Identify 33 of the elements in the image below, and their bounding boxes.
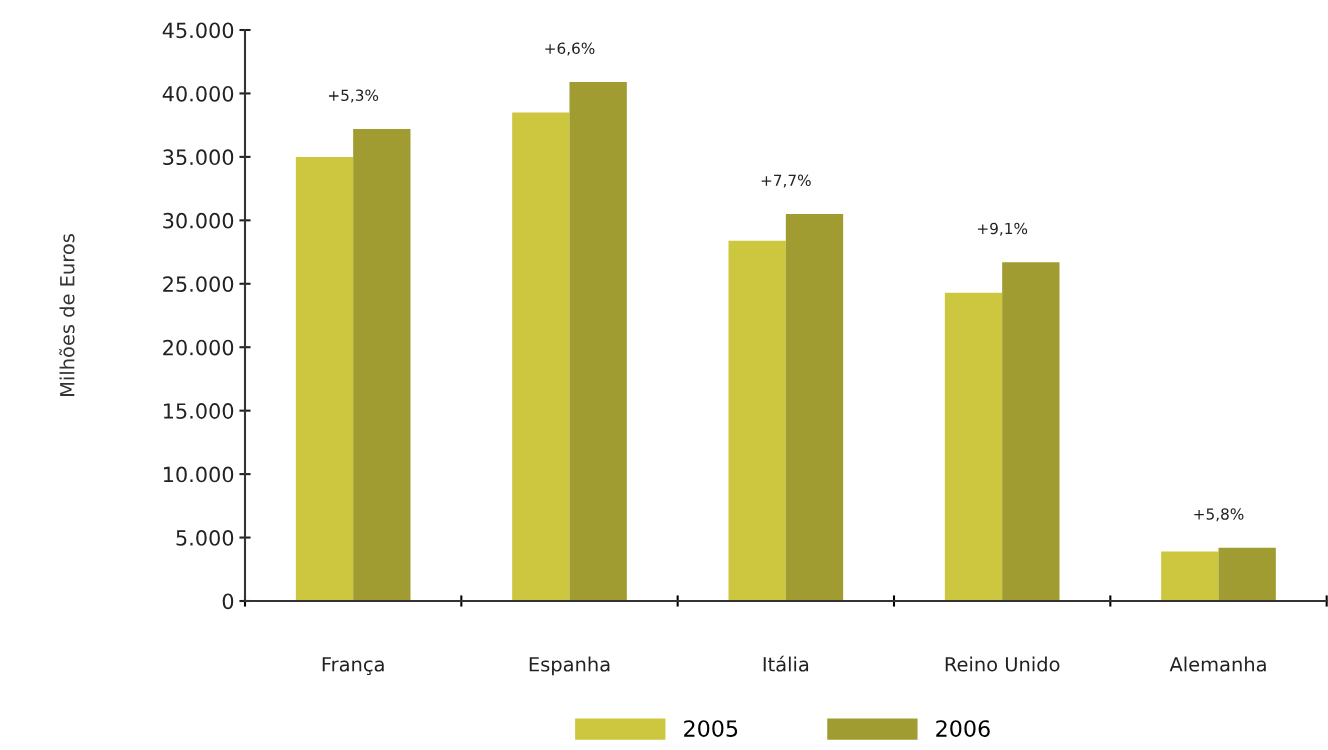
bar [1002, 262, 1060, 601]
bar [785, 213, 844, 601]
x-tick-label: França [322, 657, 384, 676]
bar [353, 128, 411, 601]
annotation: +9,1% [977, 222, 1028, 236]
x-tick-label: Espanha [529, 656, 610, 676]
annotation: +6,6% [545, 42, 595, 56]
bar [1218, 547, 1276, 601]
bar [728, 240, 786, 601]
y-tick-label: 40.000 [162, 85, 234, 102]
y-tick-label: 20.000 [163, 339, 234, 356]
y-tick-label: 5.000 [176, 530, 234, 546]
y-tick-label: 45.000 [162, 22, 234, 39]
y-tick-label: 25.000 [163, 276, 234, 292]
legend-label: 2005 [684, 720, 738, 737]
legend-label: 2006 [936, 720, 990, 737]
bar [512, 112, 570, 601]
y-tick-label: 35.000 [163, 149, 234, 166]
annotation: +7,7% [761, 174, 811, 188]
x-tick-label: Itália [763, 655, 809, 672]
y-tick-label: 15.000 [163, 403, 234, 419]
annotation: +5,8% [1194, 508, 1244, 522]
y-tick-label: 0 [222, 593, 234, 610]
bar [1161, 551, 1219, 601]
y-axis-title: Milhões de Euros [59, 234, 75, 396]
x-tick-label: Reino Unido [945, 656, 1060, 672]
y-tick-label: 30.000 [163, 212, 234, 229]
annotation: +5,3% [328, 89, 379, 103]
bar [569, 82, 627, 601]
y-tick-label: 10.000 [163, 466, 234, 483]
bar [295, 156, 354, 601]
bar [944, 292, 1003, 601]
x-tick-label: Alemanha [1169, 656, 1266, 672]
